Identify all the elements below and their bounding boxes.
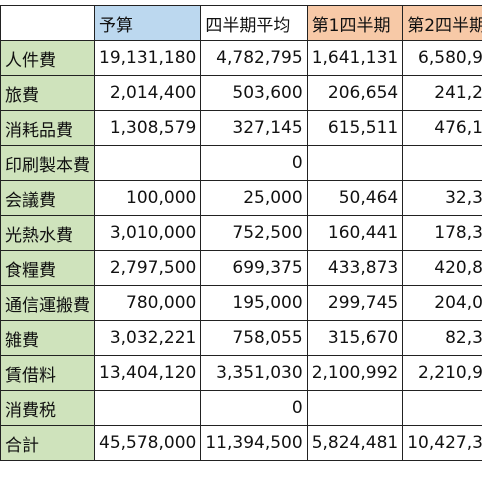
value-cell[interactable]: [402, 390, 482, 426]
value-cell[interactable]: 503,600: [200, 75, 308, 111]
value-cell[interactable]: 100,000: [93, 180, 202, 216]
row-label-cell[interactable]: 賃借料: [0, 355, 95, 391]
value-cell[interactable]: 204,038: [402, 285, 482, 321]
value-cell[interactable]: 615,511: [306, 110, 404, 146]
value-cell[interactable]: 476,174: [402, 110, 482, 146]
value-cell[interactable]: 2,210,947: [402, 355, 482, 391]
row-label-cell[interactable]: 会議費: [0, 180, 95, 216]
value-cell[interactable]: 241,245: [402, 75, 482, 111]
row-label-cell[interactable]: 雑費: [0, 320, 95, 356]
value-cell[interactable]: 2,014,400: [93, 75, 202, 111]
table-row: 合計45,578,00011,394,5005,824,48110,427,32…: [0, 425, 482, 461]
value-cell[interactable]: 758,055: [200, 320, 308, 356]
value-cell[interactable]: 50,464: [306, 180, 404, 216]
value-cell[interactable]: 40: [402, 145, 482, 181]
value-cell[interactable]: 327,145: [200, 110, 308, 146]
value-cell[interactable]: 10,427,325: [402, 425, 482, 461]
value-cell[interactable]: 3,351,030: [200, 355, 308, 391]
row-label-cell[interactable]: 光熱水費: [0, 215, 95, 251]
value-cell[interactable]: 6,580,955: [402, 40, 482, 76]
value-cell[interactable]: 752,500: [200, 215, 308, 251]
value-cell[interactable]: 45,578,000: [93, 425, 202, 461]
row-label-cell[interactable]: 通信運搬費: [0, 285, 95, 321]
value-cell[interactable]: 3,010,000: [93, 215, 202, 251]
header-q1[interactable]: 第1四半期: [306, 5, 404, 41]
value-cell[interactable]: 1,641,131: [306, 40, 404, 76]
corner-cell[interactable]: [0, 5, 95, 41]
row-label-cell[interactable]: 印刷製本費: [0, 145, 95, 181]
value-cell[interactable]: 780,000: [93, 285, 202, 321]
table-row: 消費税 0: [0, 390, 482, 426]
value-cell[interactable]: 3,032,221: [93, 320, 202, 356]
value-cell[interactable]: 1,308,579: [93, 110, 202, 146]
value-cell[interactable]: 11,394,500: [200, 425, 308, 461]
value-cell[interactable]: 206,654: [306, 75, 404, 111]
value-cell[interactable]: 699,375: [200, 250, 308, 286]
value-cell[interactable]: 433,873: [306, 250, 404, 286]
value-cell[interactable]: 19,131,180: [93, 40, 202, 76]
value-cell[interactable]: 160,441: [306, 215, 404, 251]
value-cell[interactable]: 0: [200, 145, 308, 181]
value-cell[interactable]: 13,404,120: [93, 355, 202, 391]
row-label-cell[interactable]: 旅費: [0, 75, 95, 111]
value-cell[interactable]: 82,342: [402, 320, 482, 356]
budget-table: 予算 四半期平均 第1四半期 第2四半期 第 人件費19,131,1804,78…: [0, 5, 482, 461]
value-cell[interactable]: [93, 390, 202, 426]
value-cell[interactable]: 299,745: [306, 285, 404, 321]
value-cell[interactable]: 0: [200, 390, 308, 426]
value-cell[interactable]: 4,782,795: [200, 40, 308, 76]
value-cell[interactable]: 25,000: [200, 180, 308, 216]
value-cell[interactable]: [93, 145, 202, 181]
row-label-cell[interactable]: 消費税: [0, 390, 95, 426]
table-row: 印刷製本費 0 40: [0, 145, 482, 181]
row-label-cell[interactable]: 合計: [0, 425, 95, 461]
value-cell[interactable]: 2,797,500: [93, 250, 202, 286]
header-row: 予算 四半期平均 第1四半期 第2四半期 第: [0, 5, 482, 41]
row-label-cell[interactable]: 食糧費: [0, 250, 95, 286]
header-q2[interactable]: 第2四半期: [402, 5, 482, 41]
value-cell[interactable]: 32,337: [402, 180, 482, 216]
value-cell[interactable]: 195,000: [200, 285, 308, 321]
row-label-cell[interactable]: 人件費: [0, 40, 95, 76]
value-cell[interactable]: [306, 390, 404, 426]
value-cell[interactable]: [306, 145, 404, 181]
value-cell[interactable]: 2,100,992: [306, 355, 404, 391]
value-cell[interactable]: 315,670: [306, 320, 404, 356]
row-label-cell[interactable]: 消耗品費: [0, 110, 95, 146]
value-cell[interactable]: 5,824,481: [306, 425, 404, 461]
value-cell[interactable]: 178,381: [402, 215, 482, 251]
header-quarter-average[interactable]: 四半期平均: [200, 5, 308, 41]
header-budget[interactable]: 予算: [93, 5, 202, 41]
value-cell[interactable]: 420,866: [402, 250, 482, 286]
